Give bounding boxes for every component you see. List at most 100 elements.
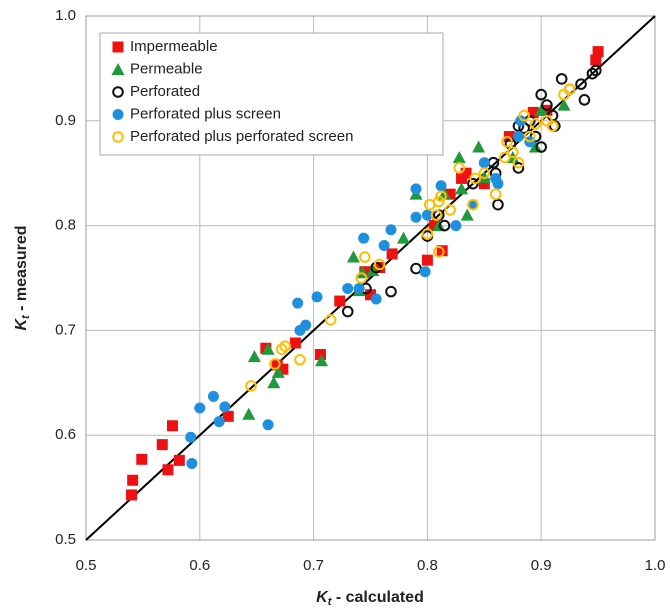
x-axis-title-k: K	[316, 589, 329, 606]
x-tick-label: 0.5	[76, 557, 97, 574]
marker-circle	[467, 199, 479, 211]
marker-triangle	[557, 98, 571, 111]
marker-square	[365, 289, 376, 301]
marker-circle	[112, 131, 124, 143]
marker-triangle	[472, 140, 486, 153]
y-axis-title-sub: t	[20, 314, 32, 319]
marker-circle	[546, 120, 559, 132]
marker-circle	[535, 141, 548, 153]
marker-circle	[358, 232, 370, 244]
marker-triangle	[460, 208, 474, 221]
marker-square	[314, 349, 326, 361]
marker-square	[421, 254, 433, 266]
marker-circle	[435, 180, 447, 192]
marker-circle	[478, 157, 490, 169]
marker-circle	[432, 246, 445, 258]
marker-circle	[492, 198, 504, 211]
marker-triangle	[111, 63, 125, 75]
marker-circle	[294, 353, 306, 366]
marker-circle	[262, 419, 274, 431]
marker-circle	[419, 266, 431, 278]
marker-square	[460, 167, 472, 179]
marker-circle	[207, 390, 219, 402]
marker-circle	[453, 162, 466, 174]
marker-square	[222, 410, 234, 422]
marker-circle	[194, 402, 206, 414]
marker-circle	[512, 162, 525, 174]
marker-circle	[469, 172, 481, 185]
legend-label: Perforated	[130, 83, 200, 100]
marker-circle	[478, 167, 491, 179]
marker-circle	[355, 272, 368, 284]
marker-square	[334, 295, 346, 307]
marker-circle	[590, 64, 602, 77]
marker-circle	[578, 94, 591, 106]
marker-circle	[467, 177, 479, 190]
marker-circle	[410, 262, 422, 275]
y-axis-title-rest: - measured	[13, 225, 30, 315]
marker-triangle	[267, 376, 281, 389]
marker-circle	[575, 78, 587, 90]
marker-triangle	[261, 342, 275, 355]
one-to-one-line	[85, 15, 656, 541]
x-tick-label: 1.0	[645, 557, 666, 574]
legend-label: Permeable	[130, 60, 203, 77]
marker-square	[271, 359, 283, 371]
x-axis-title-rest: - calculated	[331, 589, 423, 606]
marker-square	[156, 439, 168, 451]
marker-triangle	[242, 407, 256, 420]
marker-circle	[370, 293, 382, 305]
marker-square	[166, 420, 178, 432]
marker-triangle	[315, 354, 329, 367]
marker-circle	[373, 258, 386, 271]
marker-circle	[555, 73, 568, 85]
y-tick-label: 0.7	[55, 321, 76, 338]
marker-circle	[541, 99, 553, 111]
x-tick-label: 0.6	[189, 557, 210, 574]
marker-square	[444, 188, 456, 200]
marker-circle	[385, 224, 397, 236]
marker-circle	[385, 285, 397, 298]
marker-square	[590, 54, 602, 66]
marker-circle	[300, 319, 312, 331]
marker-square	[527, 106, 539, 118]
marker-circle	[512, 156, 525, 169]
marker-circle	[353, 282, 365, 294]
marker-square	[374, 262, 386, 274]
marker-circle	[185, 431, 197, 443]
y-axis-title: Kt - measured	[13, 225, 32, 330]
marker-circle	[370, 261, 382, 274]
marker-circle	[213, 416, 225, 428]
marker-circle	[324, 314, 337, 326]
x-tick-label: 0.9	[531, 557, 552, 574]
marker-circle	[501, 135, 513, 148]
marker-triangle	[247, 350, 261, 363]
marker-triangle	[455, 182, 469, 195]
x-tick-label: 0.8	[417, 557, 438, 574]
legend-label: Impermeable	[130, 38, 218, 55]
legend-box	[99, 32, 444, 156]
y-axis-title-k: K	[13, 318, 30, 331]
marker-circle	[506, 146, 519, 159]
marker-triangle	[477, 170, 491, 183]
marker-circle	[186, 457, 198, 469]
marker-circle	[421, 228, 434, 240]
marker-triangle	[271, 365, 285, 378]
marker-circle	[245, 380, 257, 392]
x-tick-label: 0.7	[303, 557, 324, 574]
marker-circle	[112, 86, 124, 98]
marker-circle	[489, 188, 502, 200]
marker-circle	[292, 297, 304, 309]
marker-circle	[410, 183, 422, 195]
marker-square	[386, 248, 398, 260]
marker-circle	[467, 198, 479, 211]
marker-square	[478, 178, 490, 190]
marker-circle	[378, 240, 390, 252]
marker-square	[126, 489, 138, 501]
marker-square	[428, 220, 440, 232]
marker-circle	[492, 178, 504, 190]
marker-circle	[279, 340, 291, 352]
marker-circle	[586, 67, 599, 80]
y-tick-label: 1.0	[55, 7, 76, 24]
